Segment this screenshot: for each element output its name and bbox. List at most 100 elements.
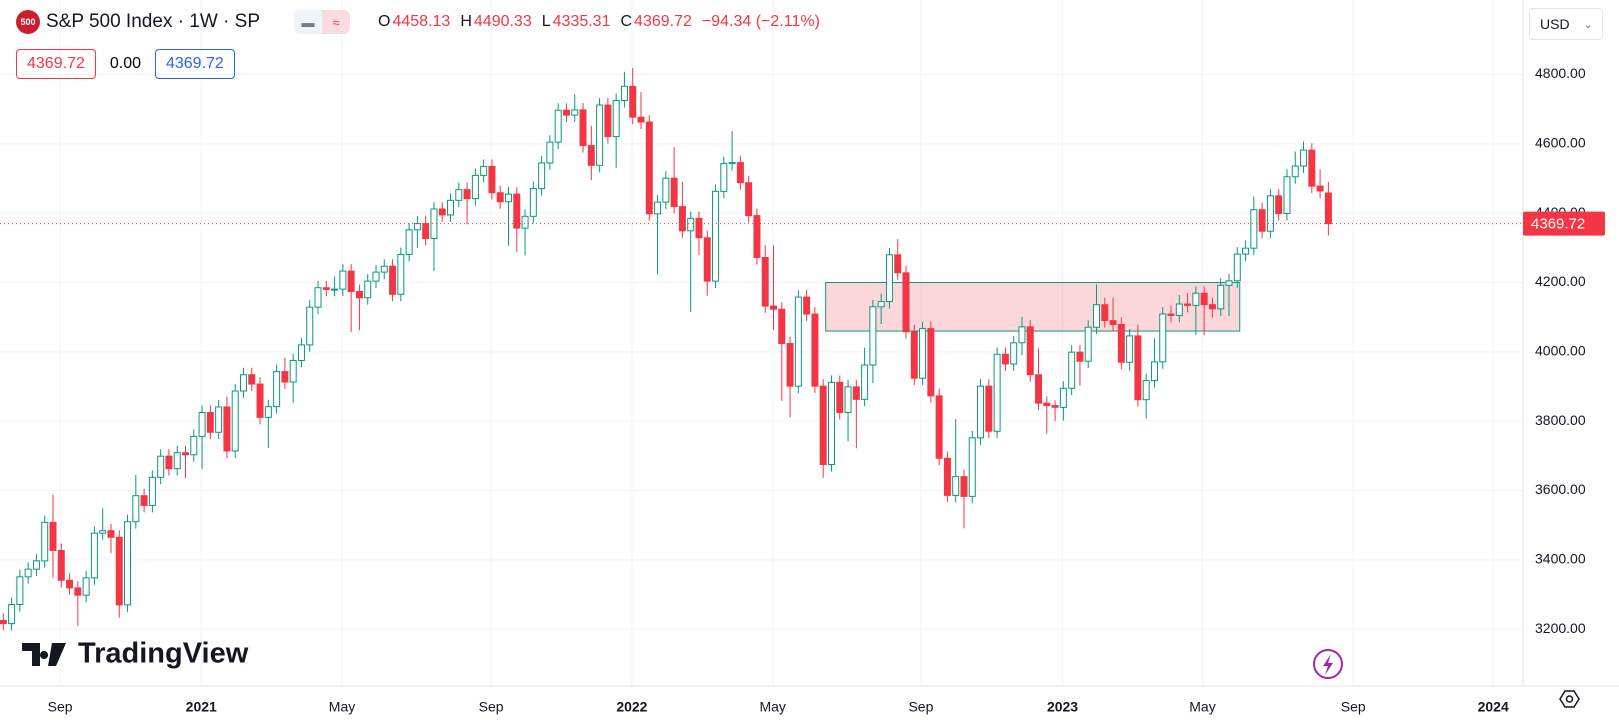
- candle-body: [910, 331, 918, 379]
- candle-body: [148, 476, 156, 506]
- candle-body: [1250, 209, 1258, 249]
- candle-body: [322, 287, 330, 290]
- candle-body: [239, 374, 247, 392]
- candle-body: [264, 406, 272, 418]
- symbol-title[interactable]: S&P 500 Index · 1W · SP: [46, 11, 261, 32]
- x-tick-label: Sep: [479, 699, 504, 715]
- y-tick-label: 4800.00: [1535, 65, 1586, 81]
- candle-body: [885, 254, 893, 303]
- candle-body: [389, 265, 397, 295]
- candle-body: [695, 217, 703, 239]
- mode-button[interactable]: ▬: [294, 10, 323, 34]
- candle-body: [1134, 335, 1142, 401]
- candle-body: [355, 291, 363, 299]
- x-tick-label: May: [759, 699, 785, 715]
- candle-body: [587, 145, 595, 166]
- candle-body: [1150, 361, 1158, 382]
- x-tick-label: 2022: [616, 699, 647, 715]
- candle-body: [571, 109, 579, 116]
- candle-body: [877, 301, 885, 308]
- y-tick-label: 3800.00: [1535, 412, 1586, 428]
- currency: USD: [1540, 16, 1570, 32]
- settings-icon[interactable]: [1559, 690, 1580, 708]
- candle-body: [977, 385, 985, 439]
- candle-body: [438, 208, 446, 216]
- candle-body: [364, 280, 372, 299]
- candle-body: [678, 206, 686, 232]
- candle-body: [41, 521, 49, 562]
- candle-body: [728, 162, 736, 165]
- candle-body: [753, 215, 761, 259]
- candle-body: [562, 109, 570, 116]
- mode-button[interactable]: ≈: [322, 10, 351, 34]
- candle-body: [1142, 380, 1150, 401]
- candle-body: [380, 265, 388, 273]
- candle-body: [1283, 176, 1291, 215]
- candle-body: [314, 287, 322, 308]
- candle-body: [488, 165, 496, 194]
- candle-body: [157, 455, 165, 478]
- currency-select[interactable]: USD ⌄: [1529, 8, 1603, 40]
- ohlc-value: 4335.31: [552, 13, 611, 30]
- candle-body: [968, 437, 976, 497]
- sell-price[interactable]: 4369.72: [16, 49, 96, 79]
- brand-name: TradingView: [78, 638, 249, 670]
- replay-icon[interactable]: [1313, 649, 1343, 679]
- candle-body: [869, 306, 877, 366]
- candle-body: [629, 85, 637, 118]
- candle-body: [836, 381, 844, 414]
- candle-body: [165, 455, 173, 470]
- candle-body: [32, 560, 40, 570]
- candle-body: [546, 141, 554, 164]
- candle-body: [496, 192, 504, 203]
- candle-body: [1010, 342, 1018, 365]
- candle-body: [1208, 304, 1216, 310]
- candle-body: [1159, 313, 1167, 363]
- candle-body: [1233, 253, 1241, 282]
- candle-body: [99, 530, 107, 534]
- candle-body: [745, 182, 753, 217]
- x-tick-label: 2021: [186, 699, 217, 715]
- candle-body: [803, 296, 811, 315]
- replay-bolt: [1323, 654, 1333, 675]
- candle-body: [985, 385, 993, 432]
- candle-body: [397, 253, 405, 295]
- candle-body: [852, 386, 860, 400]
- candle-body: [811, 313, 819, 387]
- candle-body: [223, 406, 231, 452]
- candle-body: [480, 165, 488, 176]
- candle-body: [819, 385, 827, 465]
- candle-body: [645, 121, 653, 215]
- candle-body: [1076, 351, 1084, 362]
- candle-body: [1092, 304, 1100, 328]
- candle-body: [943, 457, 951, 496]
- x-tick-label: 2024: [1478, 699, 1509, 715]
- candle-body: [289, 360, 297, 383]
- candle-body: [1200, 292, 1208, 306]
- candle-body: [248, 374, 256, 385]
- candle-body: [8, 604, 16, 625]
- candle-body: [173, 452, 181, 470]
- candle-body: [49, 521, 57, 551]
- candle-body: [927, 328, 935, 397]
- candle-body: [1217, 284, 1225, 310]
- candle-body: [770, 305, 778, 310]
- candle-body: [455, 189, 463, 201]
- candle-body: [24, 568, 32, 578]
- candle-body: [306, 306, 314, 346]
- buy-price[interactable]: 4369.72: [154, 49, 235, 79]
- candle-body: [827, 381, 835, 465]
- candle-body: [256, 383, 264, 418]
- candle-body: [1316, 185, 1324, 192]
- candle-body: [339, 270, 347, 290]
- ohlc-label: O: [378, 13, 391, 30]
- candle-body: [215, 406, 223, 433]
- candle-body: [405, 229, 413, 255]
- y-tick-label: 4200.00: [1535, 273, 1586, 289]
- candle-body: [654, 201, 662, 215]
- candle-body: [993, 353, 1001, 432]
- candle-body: [1018, 326, 1026, 344]
- candle-body: [1275, 195, 1283, 215]
- candle-body: [281, 371, 289, 383]
